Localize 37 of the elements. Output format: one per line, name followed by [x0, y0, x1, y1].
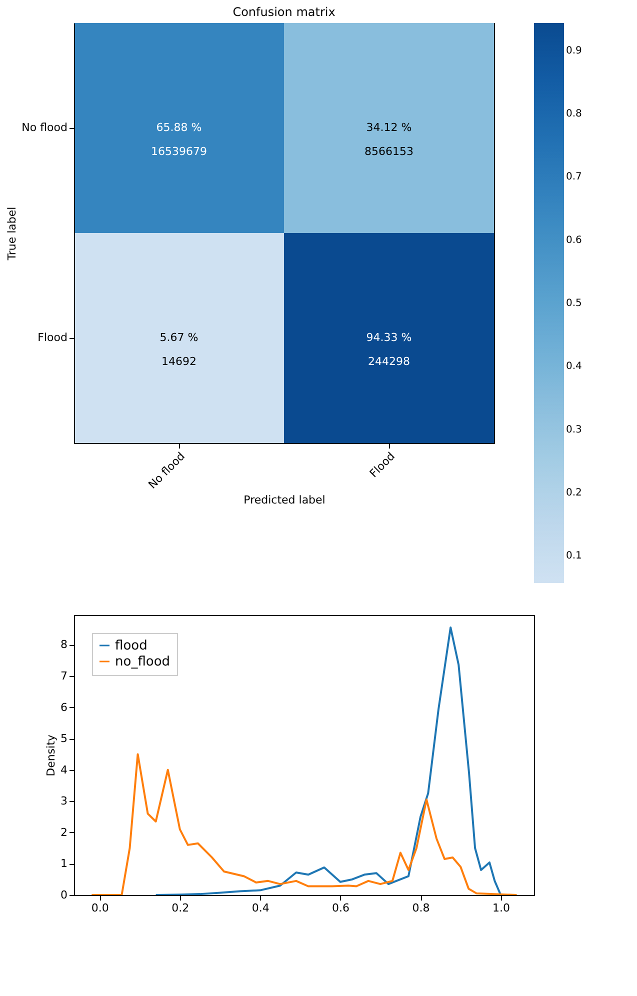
y-tick-label: 0 [60, 888, 68, 902]
chart-title: Confusion matrix [232, 5, 336, 19]
color-bar-label: 0.3 [566, 424, 582, 436]
y-tick-label: 7 [60, 670, 68, 683]
x-tick-label: 1.0 [492, 902, 510, 914]
x-tick-label: 0.8 [412, 902, 430, 914]
y-tick-label: 5 [60, 732, 68, 746]
y-tick-label: Flood [38, 331, 68, 344]
data-label: 34.12 % 8566153 [364, 121, 414, 158]
y-tick-label: No flood [22, 121, 68, 134]
x-tick-label: 0.4 [252, 902, 270, 914]
y-axis-title: Density [44, 734, 58, 776]
y-tick-label: 8 [60, 638, 68, 652]
line-series [90, 753, 518, 895]
color-bar-label: 0.5 [566, 298, 582, 309]
data-label: 65.88 % 16539679 [151, 121, 207, 158]
color-bar-label: 0.1 [566, 550, 582, 562]
legend-label: flood [115, 638, 148, 654]
x-axis-title: Predicted label [244, 494, 326, 507]
color-bar-label: 0.6 [566, 234, 582, 246]
color-bar-label: 0.4 [566, 361, 582, 372]
legend-label: no_flood [115, 654, 170, 670]
y-tick-label: 3 [60, 794, 68, 808]
y-tick-label: 6 [60, 700, 68, 714]
x-tick-label: 0.2 [172, 902, 190, 914]
x-tick-label: 0.0 [91, 902, 109, 914]
color-bar-label: 0.7 [566, 172, 582, 183]
y-tick-label: 1 [60, 857, 68, 870]
color-bar-label: 0.9 [566, 45, 582, 56]
color-bar-label: 0.8 [566, 108, 582, 120]
data-label: 94.33 % 244298 [366, 331, 412, 368]
y-tick-label: 2 [60, 826, 68, 839]
y-axis-title: True label [6, 206, 19, 262]
y-tick-label: 4 [60, 763, 68, 776]
color-bar-label: 0.2 [566, 487, 582, 498]
x-tick-label: 0.6 [332, 902, 350, 914]
data-label: 5.67 % 14692 [160, 331, 198, 368]
